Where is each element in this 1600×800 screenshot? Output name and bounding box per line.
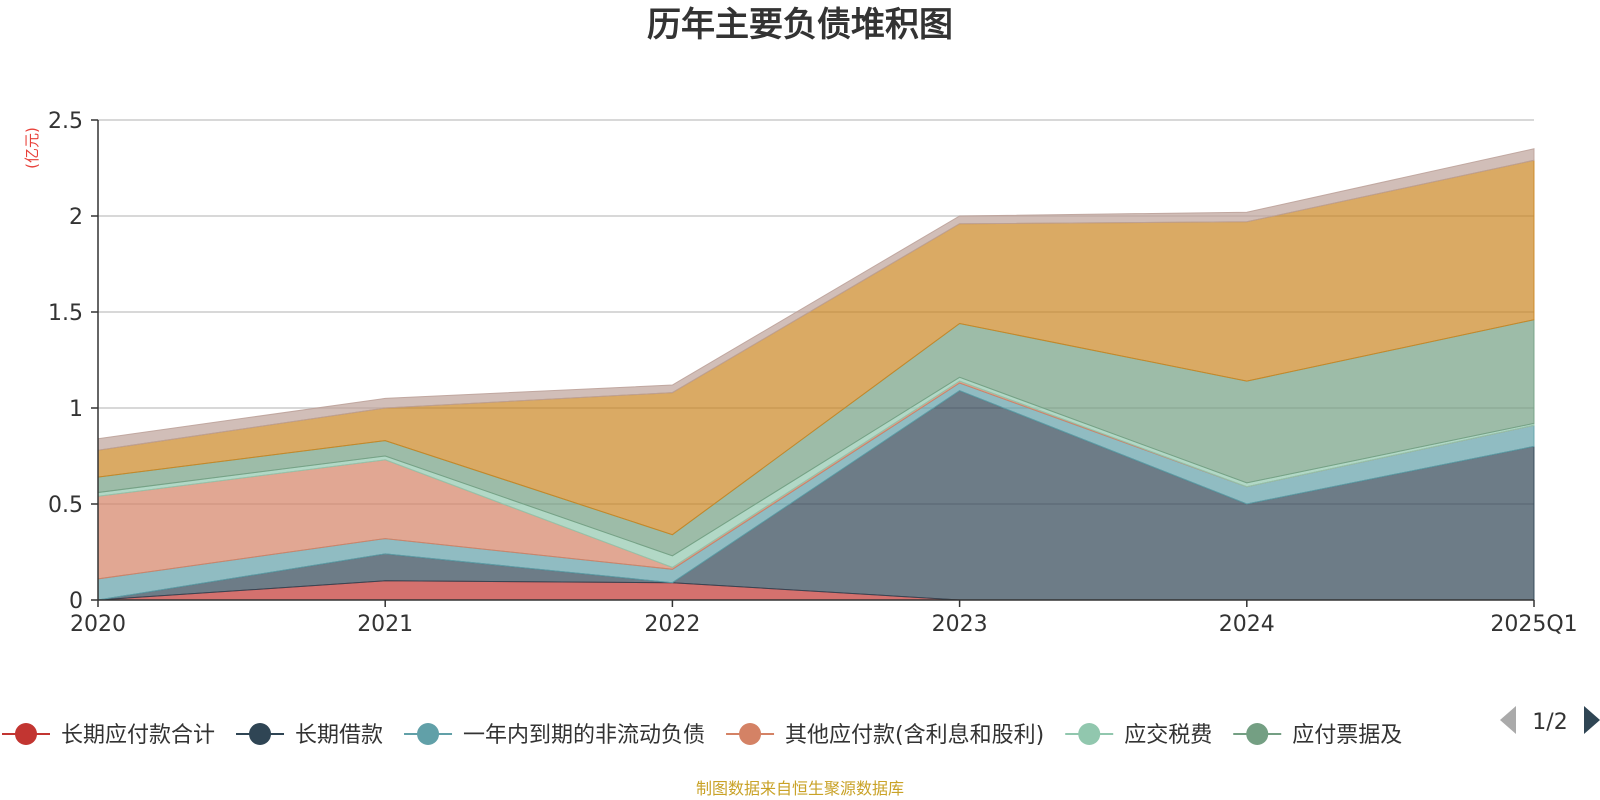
legend-circle-icon: [417, 723, 440, 745]
legend-label: 应付票据及: [1292, 723, 1402, 748]
x-tick-label: 2023: [932, 612, 988, 637]
legend-pager: 1/2: [1500, 706, 1600, 735]
area-series: [97, 148, 1535, 451]
y-tick-label: 1.5: [48, 301, 83, 326]
y-tick-label: 2.5: [48, 109, 83, 134]
chart-title: 历年主要负债堆积图: [647, 5, 953, 45]
legend-circle-icon: [1078, 723, 1101, 745]
legend-label: 长期借款: [295, 723, 383, 748]
legend-circle-icon: [15, 723, 37, 745]
stacked-areas: [97, 148, 1535, 601]
legend-item[interactable]: 应付票据及: [1233, 723, 1402, 748]
legend-label: 一年内到期的非流动负债: [463, 723, 705, 748]
x-tick-label: 2021: [357, 612, 413, 637]
legend-label: 其他应付款(含利息和股利): [785, 723, 1044, 748]
y-tick-label: 1: [69, 397, 83, 422]
x-tick-label: 2024: [1219, 612, 1275, 637]
x-tick-label: 2020: [70, 612, 126, 637]
y-tick-label: 0: [69, 589, 83, 614]
data-source-note: 制图数据来自恒生聚源数据库: [696, 779, 904, 798]
legend-circle-icon: [739, 723, 762, 745]
legend-page-indicator: 1/2: [1532, 710, 1567, 735]
legend-next-arrow-icon[interactable]: [1584, 706, 1600, 734]
legend-label: 应交税费: [1124, 723, 1212, 748]
y-tick-label: 2: [69, 205, 83, 230]
legend-item[interactable]: 长期借款: [236, 723, 383, 748]
y-tick-label: 0.5: [48, 493, 83, 518]
y-axis-unit-label: (亿元): [23, 127, 41, 169]
legend-circle-icon: [249, 723, 272, 745]
x-tick-label: 2025Q1: [1490, 612, 1577, 637]
axes: 0 0.5 1 1.5 2 2.5 2020 2021 2022 2023 2024 2025Q1: [48, 109, 1578, 637]
legend-item[interactable]: 其他应付款(含利息和股利): [726, 723, 1044, 748]
x-tick-label: 2022: [644, 612, 700, 637]
legend-label: 长期应付款合计: [61, 723, 215, 748]
legend-item[interactable]: 应交税费: [1065, 723, 1212, 748]
legend-prev-arrow-icon[interactable]: [1500, 706, 1516, 734]
legend-circle-icon: [1246, 723, 1269, 745]
legend: 长期应付款合计 长期借款 一年内到期的非流动负债 其他应付款(含利息和股利) 应交税费 应…: [2, 723, 1402, 748]
legend-item[interactable]: 一年内到期的非流动负债: [404, 723, 705, 748]
legend-item[interactable]: 长期应付款合计: [2, 723, 215, 748]
